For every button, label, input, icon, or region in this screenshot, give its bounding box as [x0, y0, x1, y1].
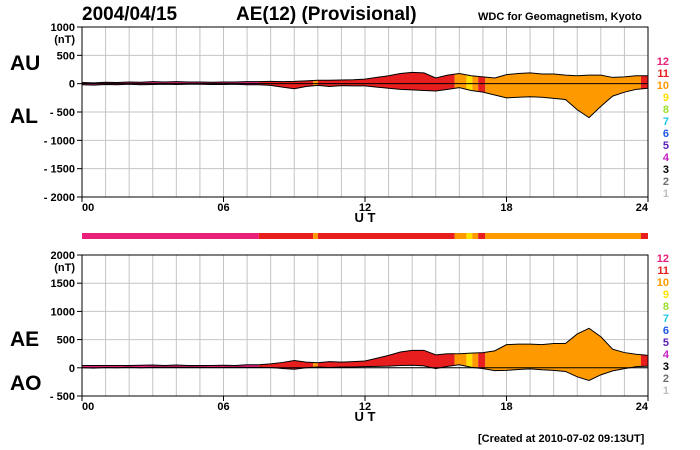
series-line-au: [81, 71, 648, 84]
area-segment-level-9: [466, 353, 473, 368]
area-segment-level-11: [640, 75, 648, 89]
y-tick-label: - 2000: [44, 192, 75, 204]
legend-level-1: 1: [663, 385, 669, 397]
legend-level-8: 8: [663, 301, 669, 313]
panel-aeao: 2000 1500 1000 500 0 - 500 (nT) 00 06 12 18 24 U T: [50, 250, 649, 424]
panel-aual: 1000 500 0 - 500 - 1000 - 1500 - 2000 (nT) 00 06 1…: [44, 22, 649, 225]
legend-level-11: 11: [657, 265, 669, 277]
activity-bar-segment-level-10: [313, 233, 318, 239]
series-line-ae: [82, 327, 649, 367]
y-tick-label: 500: [57, 50, 75, 62]
legend-level-2: 2: [663, 373, 669, 385]
legend-level-1: 1: [663, 188, 669, 200]
legend-level-8: 8: [663, 104, 669, 116]
legend-level-3: 3: [663, 361, 669, 373]
activity-bar-segment-level-10: [485, 233, 641, 239]
area-segment-level-10: [454, 353, 467, 367]
y-tick-label: 2000: [51, 250, 75, 262]
area-segment-level-10: [454, 73, 467, 90]
x-tick-label: 12: [359, 401, 371, 413]
legend-level-3: 3: [663, 164, 669, 176]
x-tick-label: 12: [359, 202, 371, 214]
series-line-ao: [81, 364, 649, 382]
area-segment-level-11: [258, 360, 314, 370]
area-segment-level-10: [485, 72, 641, 118]
y-tick-label: 1000: [51, 22, 75, 34]
area-segment-level-11: [317, 72, 455, 92]
area-segment-level-11: [478, 352, 486, 370]
activity-bar-segment-level-11: [317, 233, 455, 239]
x-axis-label: U T: [355, 210, 376, 225]
legend-level-10: 10: [657, 277, 669, 289]
area-segment-level-11: [640, 354, 648, 367]
activity-bar-segment-level-10: [454, 233, 467, 239]
legend-level-9: 9: [663, 289, 669, 301]
au-label: AU: [10, 52, 41, 75]
activity-bar-segment-level-11: [258, 233, 314, 239]
created-timestamp: [Created at 2010-07-02 09:13UT]: [478, 433, 645, 445]
legend-level-4: 4: [663, 152, 670, 164]
activity-bar-segment-level-9: [466, 233, 473, 239]
area-segment-level-10: [313, 362, 318, 368]
y-tick-label: - 500: [50, 391, 75, 403]
legend-level-5: 5: [663, 140, 669, 152]
y-tick-label: - 1500: [44, 164, 75, 176]
ae-label: AE: [10, 328, 40, 351]
al-label: AL: [10, 105, 38, 128]
y-tick-label: 1000: [51, 306, 75, 318]
legend-level-10: 10: [657, 80, 669, 92]
x-tick-label: 00: [82, 202, 94, 214]
area-segment-level-10: [485, 328, 641, 381]
area-segment-level-10: [313, 80, 318, 86]
legend-level-4: 4: [663, 349, 670, 361]
x-tick-label: 06: [217, 202, 229, 214]
x-tick-label: 24: [636, 401, 649, 413]
x-axis-label: U T: [355, 409, 376, 424]
legend-level-7: 7: [663, 116, 669, 128]
x-tick-label: 06: [217, 401, 229, 413]
y-unit-label: (nT): [54, 262, 75, 274]
activity-color-bar: [82, 233, 648, 239]
y-tick-label: 1500: [51, 278, 75, 290]
ao-label: AO: [10, 372, 42, 395]
series-line-al: [81, 83, 649, 119]
activity-bar-segment-level-10: [472, 233, 479, 239]
y-unit-label: (nT): [54, 34, 75, 46]
legend-level-6: 6: [663, 325, 669, 337]
activity-bar-segment-level-11: [640, 233, 648, 239]
area-segment-level-11: [258, 80, 314, 89]
x-tick-label: 18: [500, 202, 512, 214]
legend-level-6: 6: [663, 128, 669, 140]
x-tick-label: 24: [636, 202, 649, 214]
y-tick-label: 0: [69, 79, 75, 91]
legend-level-12: 12: [657, 253, 669, 265]
activity-bar-segment-level-11: [478, 233, 486, 239]
y-tick-label: 0: [69, 363, 75, 375]
area-segment-level-9: [466, 74, 473, 91]
legend-level-2: 2: [663, 176, 669, 188]
area-segment-level-11: [317, 350, 455, 369]
y-tick-label: - 500: [50, 107, 75, 119]
legend-level-5: 5: [663, 337, 669, 349]
area-segment-level-10: [472, 352, 479, 369]
y-tick-label: - 1000: [44, 135, 75, 147]
x-tick-label: 18: [500, 401, 512, 413]
institution-label: WDC for Geomagnetism, Kyoto: [478, 11, 642, 23]
legend-level-12: 12: [657, 56, 669, 68]
activity-bar-segment-level-12: [82, 233, 259, 239]
legend-level-7: 7: [663, 313, 669, 325]
area-segment-level-11: [478, 76, 486, 93]
chart-date: 2004/04/15: [82, 4, 178, 25]
y-tick-label: 500: [57, 335, 75, 347]
legend-level-9: 9: [663, 92, 669, 104]
legend-level-11: 11: [657, 68, 669, 80]
chart-title: AE(12) (Provisional): [236, 4, 417, 25]
x-tick-label: 00: [82, 401, 94, 413]
